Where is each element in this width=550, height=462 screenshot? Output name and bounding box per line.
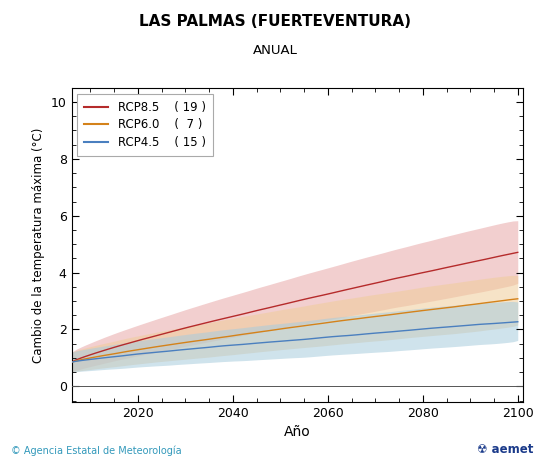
Text: ☢ aemet: ☢ aemet (477, 444, 534, 456)
Text: LAS PALMAS (FUERTEVENTURA): LAS PALMAS (FUERTEVENTURA) (139, 14, 411, 29)
Text: © Agencia Estatal de Meteorología: © Agencia Estatal de Meteorología (11, 446, 182, 456)
Y-axis label: Cambio de la temperatura máxima (°C): Cambio de la temperatura máxima (°C) (32, 127, 45, 363)
Text: ANUAL: ANUAL (252, 44, 298, 57)
X-axis label: Año: Año (284, 426, 310, 439)
Legend: RCP8.5    ( 19 ), RCP6.0    (  7 ), RCP4.5    ( 15 ): RCP8.5 ( 19 ), RCP6.0 ( 7 ), RCP4.5 ( 15… (78, 94, 213, 156)
